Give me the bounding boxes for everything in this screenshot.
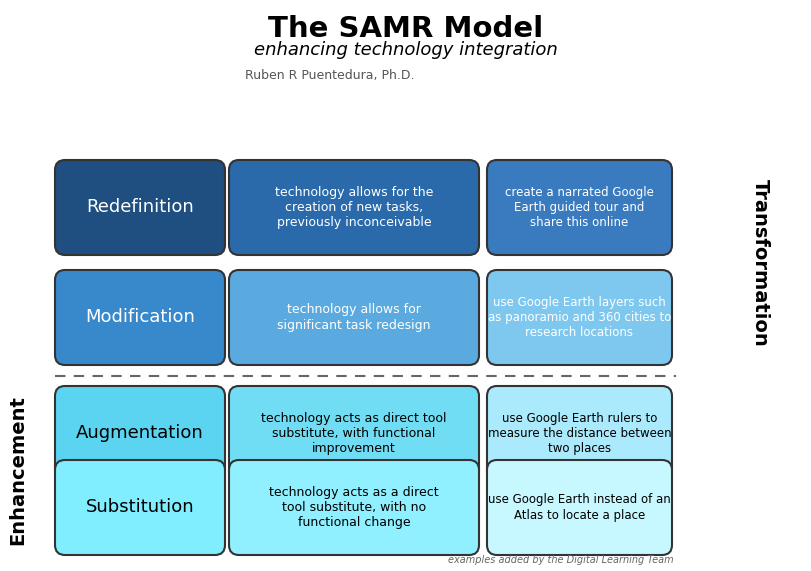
Text: use Google Earth rulers to
measure the distance between
two places: use Google Earth rulers to measure the d…	[487, 412, 671, 455]
Text: use Google Earth instead of an
Atlas to locate a place: use Google Earth instead of an Atlas to …	[487, 493, 670, 521]
Text: Enhancement: Enhancement	[8, 396, 28, 545]
Text: Redefinition: Redefinition	[86, 199, 194, 216]
FancyBboxPatch shape	[55, 386, 225, 481]
FancyBboxPatch shape	[55, 460, 225, 555]
Text: enhancing technology integration: enhancing technology integration	[254, 41, 557, 59]
Text: Transformation: Transformation	[749, 179, 769, 347]
Text: technology acts as a direct
tool substitute, with no
functional change: technology acts as a direct tool substit…	[269, 486, 438, 529]
FancyBboxPatch shape	[487, 160, 672, 255]
FancyBboxPatch shape	[55, 160, 225, 255]
FancyBboxPatch shape	[487, 460, 672, 555]
Text: technology allows for
significant task redesign: technology allows for significant task r…	[277, 304, 430, 332]
Text: Modification: Modification	[85, 308, 195, 327]
FancyBboxPatch shape	[229, 270, 478, 365]
FancyBboxPatch shape	[229, 386, 478, 481]
Text: technology acts as direct tool
substitute, with functional
improvement: technology acts as direct tool substitut…	[261, 412, 446, 455]
FancyBboxPatch shape	[229, 160, 478, 255]
Text: use Google Earth layers such
as panoramio and 360 cities to
research locations: use Google Earth layers such as panorami…	[487, 296, 671, 339]
FancyBboxPatch shape	[487, 270, 672, 365]
Text: create a narrated Google
Earth guided tour and
share this online: create a narrated Google Earth guided to…	[504, 186, 653, 229]
Text: examples added by the Digital Learning Team: examples added by the Digital Learning T…	[448, 555, 673, 565]
Text: The SAMR Model: The SAMR Model	[268, 15, 543, 43]
Text: Ruben R Puentedura, Ph.D.: Ruben R Puentedura, Ph.D.	[245, 69, 414, 82]
Text: Substitution: Substitution	[86, 498, 194, 517]
FancyBboxPatch shape	[55, 270, 225, 365]
FancyBboxPatch shape	[487, 386, 672, 481]
FancyBboxPatch shape	[229, 460, 478, 555]
Text: Augmentation: Augmentation	[76, 424, 204, 443]
Text: technology allows for the
creation of new tasks,
previously inconceivable: technology allows for the creation of ne…	[274, 186, 432, 229]
